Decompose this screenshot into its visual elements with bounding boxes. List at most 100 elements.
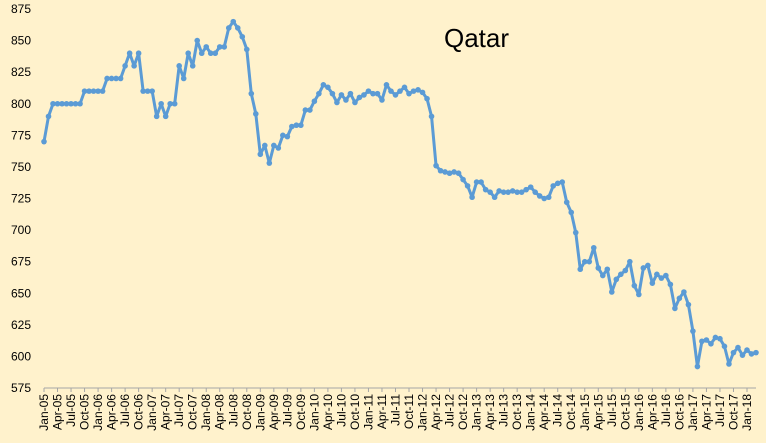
x-tick-label: Jul-08 — [226, 394, 240, 427]
data-point — [685, 301, 692, 308]
data-point — [122, 63, 128, 69]
data-point — [356, 94, 363, 101]
data-point — [298, 122, 304, 129]
data-point — [90, 88, 97, 94]
data-point — [307, 107, 313, 113]
x-tick-label: Jul-09 — [280, 394, 294, 427]
x-tick-label: Jul-15 — [605, 394, 619, 427]
data-point — [433, 162, 439, 169]
x-tick-label: Oct-12 — [456, 394, 470, 430]
x-tick-label: Oct-06 — [132, 394, 146, 430]
data-point — [748, 351, 755, 357]
data-point — [460, 176, 466, 183]
data-point — [730, 349, 737, 356]
data-point — [158, 100, 164, 107]
x-tick-label: Jan-09 — [253, 394, 267, 431]
y-tick-label: 800 — [11, 97, 31, 111]
data-point — [478, 179, 484, 185]
data-point — [374, 90, 381, 97]
data-point — [185, 50, 191, 57]
data-point — [144, 88, 151, 94]
data-point — [280, 132, 286, 139]
data-point — [311, 98, 318, 105]
data-point — [388, 88, 394, 94]
data-point — [316, 90, 322, 97]
data-point — [482, 186, 489, 193]
x-tick-label: Jan-08 — [199, 394, 213, 431]
data-point — [370, 90, 376, 97]
x-tick-label: Apr-10 — [321, 394, 335, 430]
x-tick-label: Oct-07 — [186, 394, 200, 430]
data-point — [262, 142, 268, 149]
x-tick-label: Jan-11 — [361, 394, 375, 430]
x-tick-label: Jul-13 — [497, 394, 511, 427]
data-point — [559, 179, 566, 185]
x-axis-tick-labels: Jan-05 Apr-05 Jul-05 Oct-05 Jan-06 Apr-06 Jul-… — [37, 388, 754, 431]
data-point — [194, 37, 201, 44]
data-point — [243, 46, 250, 53]
x-tick-label: Oct-10 — [348, 394, 362, 430]
data-point — [690, 328, 696, 334]
data-point — [572, 229, 579, 236]
data-point — [50, 100, 56, 107]
x-tick-label: Jan-13 — [470, 394, 484, 431]
data-point — [248, 90, 255, 97]
data-point — [595, 265, 602, 271]
data-point — [514, 189, 520, 195]
data-point — [726, 361, 732, 367]
data-point — [442, 169, 448, 175]
x-tick-label: Apr-13 — [483, 394, 497, 430]
x-tick-label: Jan-18 — [740, 394, 754, 431]
data-point — [581, 258, 588, 265]
data-point — [203, 44, 210, 50]
x-tick-label: Oct-11 — [402, 394, 416, 429]
data-point — [577, 266, 584, 273]
data-point — [590, 244, 597, 251]
data-point — [275, 145, 282, 151]
data-point — [379, 97, 385, 103]
x-tick-label: Jan-16 — [632, 394, 646, 431]
data-point — [41, 138, 47, 145]
data-point — [451, 169, 457, 175]
data-point — [320, 82, 327, 88]
data-point — [54, 100, 61, 107]
data-point — [221, 44, 228, 50]
data-point — [347, 90, 354, 97]
data-point — [604, 266, 611, 273]
data-point — [415, 87, 421, 93]
x-tick-label: Apr-09 — [267, 394, 281, 430]
x-tick-label: Jul-10 — [334, 394, 348, 427]
data-point — [672, 305, 678, 312]
x-tick-label: Jul-12 — [443, 394, 457, 427]
data-point — [392, 92, 399, 98]
data-point — [334, 99, 340, 106]
x-tick-label: Oct-16 — [672, 394, 686, 430]
data-point — [153, 113, 160, 120]
data-point — [104, 75, 110, 82]
x-tick-label: Jan-14 — [524, 394, 538, 431]
data-point — [712, 334, 719, 341]
data-point — [180, 75, 187, 82]
data-point — [365, 88, 372, 94]
y-tick-label: 750 — [11, 160, 31, 174]
series-markers — [41, 18, 759, 370]
data-point — [473, 179, 480, 185]
y-tick-label: 650 — [11, 286, 31, 300]
data-point — [253, 111, 259, 117]
data-point — [108, 75, 115, 82]
data-point — [343, 97, 349, 103]
data-point — [541, 195, 547, 202]
x-tick-label: Jan-05 — [37, 394, 51, 431]
data-point — [744, 347, 750, 353]
data-point — [63, 100, 70, 107]
chart-title: Qatar — [444, 23, 509, 53]
data-point — [645, 262, 651, 269]
data-point — [676, 295, 683, 302]
data-point — [694, 363, 701, 370]
data-point — [81, 88, 88, 94]
data-point — [212, 50, 219, 57]
data-point — [289, 123, 295, 130]
data-point — [627, 258, 633, 265]
data-point — [171, 100, 178, 107]
